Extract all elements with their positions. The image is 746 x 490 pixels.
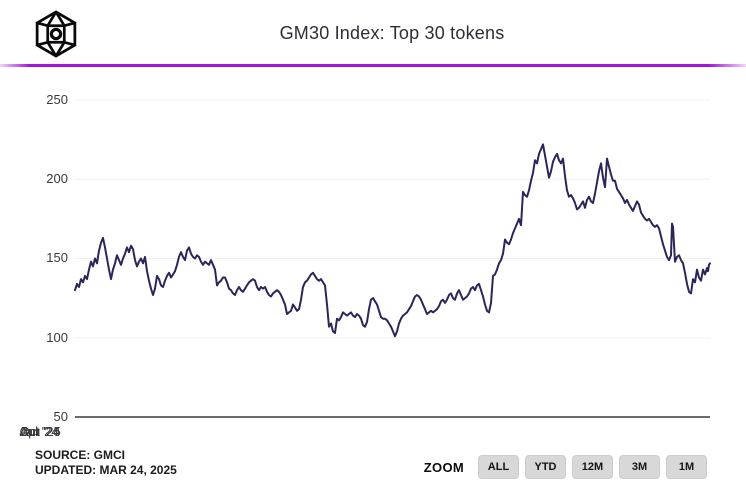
zoom-ytd-button[interactable]: YTD [525,455,566,479]
gmci-cube-logo-icon [35,10,77,58]
x-axis-tick: Jan '25 [19,424,61,439]
source-attribution: SOURCE: GMCI UPDATED: MAR 24, 2025 [35,448,177,478]
zoom-1m-button[interactable]: 1M [666,455,707,479]
x-axis-tick: Oct '24 [19,424,61,439]
updated-line: UPDATED: MAR 24, 2025 [35,463,177,477]
source-line: SOURCE: GMCI [35,448,125,462]
header-divider [0,64,746,67]
zoom-label: ZOOM [423,459,464,475]
y-axis-tick: 250 [46,92,68,107]
zoom-3m-button[interactable]: 3M [619,455,660,479]
y-axis-tick: 50 [53,409,68,424]
x-axis-tick: Apr '24 [19,424,61,439]
zoom-controls: ZOOM ALL YTD 12M 3M 1M [424,455,707,479]
zoom-all-button[interactable]: ALL [478,455,519,479]
y-axis-tick: 150 [46,250,68,265]
zoom-12m-button[interactable]: 12M [572,455,613,479]
index-line-series [74,143,711,338]
y-axis-tick: 100 [46,330,68,345]
page-title: GM30 Index: Top 30 tokens [279,23,505,43]
y-axis-tick: 200 [46,171,68,186]
x-axis-tick: Jul '24 [21,424,59,439]
